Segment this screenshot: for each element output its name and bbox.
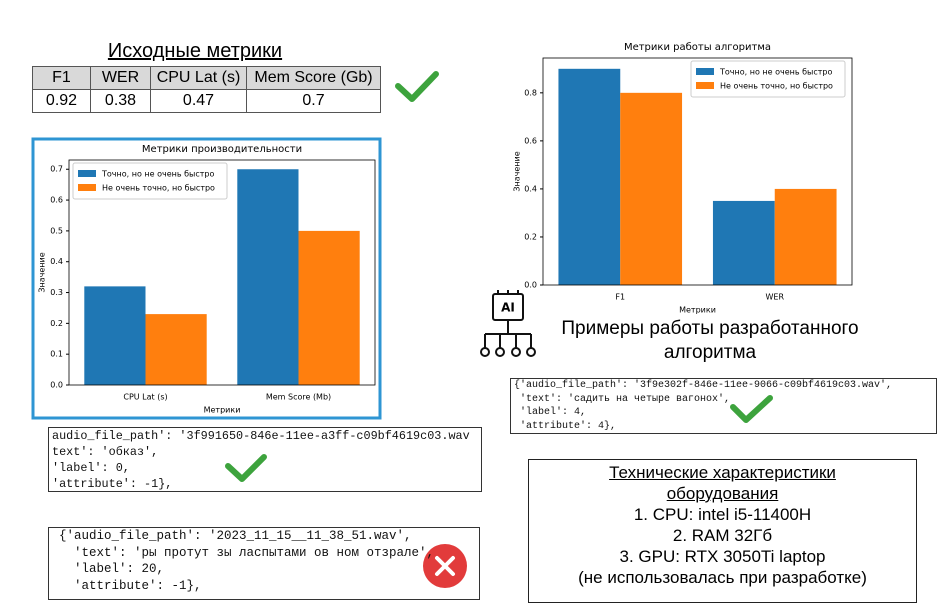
y-tick-label: 0.8 — [524, 88, 537, 97]
hardware-note: (не использовалась при разработке) — [578, 568, 867, 587]
legend-swatch — [696, 82, 714, 89]
chart-frame — [31, 137, 382, 420]
bar — [298, 230, 360, 385]
bar — [558, 68, 621, 285]
code-line: 'text': 'ры протут зы ласпытами ов ном о… — [59, 545, 435, 560]
legend-box — [72, 162, 228, 200]
table-header: Mem Score (Gb) — [246, 66, 381, 90]
plot-frame — [542, 57, 853, 286]
legend-swatch — [78, 184, 96, 191]
plot-frame — [68, 159, 376, 386]
y-axis-label: Значение — [513, 151, 522, 191]
table-cell: 0.7 — [246, 89, 381, 113]
y-tick-label: 0.3 — [50, 288, 63, 297]
code-line: 'attribute': 4}, — [514, 420, 617, 432]
ai-icon-label: AI — [501, 301, 515, 315]
code-line: text': 'обказ', — [52, 445, 159, 459]
x-axis-label: Метрики — [679, 306, 716, 315]
legend-label: Точно, но не очень быстро — [719, 68, 833, 77]
legend-swatch — [78, 170, 96, 177]
legend-label: Не очень точно, но быстро — [102, 184, 215, 193]
y-tick-label: 0.0 — [524, 281, 537, 290]
code-line: {'audio_file_path': '3f9e302f-846e-11ee-… — [514, 380, 893, 391]
code-line: 'attribute': -1}, — [52, 477, 173, 491]
bar — [712, 200, 775, 285]
y-tick-label: 0.4 — [524, 184, 537, 193]
code-sample: audio_file_path': '3f991650-846e-11ee-a3… — [48, 427, 482, 492]
hardware-list: 1. CPU: intel i5-11400H 2. RAM 32Гб 3. GPU… — [529, 504, 916, 567]
code-line: 'label': 0, — [52, 461, 130, 475]
y-tick-label: 0.4 — [50, 257, 63, 266]
y-tick-label: 0.6 — [524, 136, 537, 145]
metrics-table: F1 WER CPU Lat (s) Mem Score (Gb) 0.92 0… — [32, 66, 381, 113]
hardware-title: Технические характеристики оборудования — [609, 463, 836, 503]
bar — [237, 169, 299, 385]
check-icon — [225, 454, 267, 482]
chart-title: Метрики производительности — [142, 144, 302, 155]
code-line: {'audio_file_path': '2023_11_15__11_38_5… — [59, 529, 412, 543]
code-line: audio_file_path': '3f991650-846e-11ee-a3… — [52, 429, 470, 443]
table-header: WER — [90, 66, 151, 90]
bar — [145, 314, 207, 385]
code-line: 'attribute': -1}, — [59, 578, 202, 593]
check-icon — [395, 71, 439, 102]
bar — [774, 188, 837, 285]
table-header: F1 — [32, 66, 91, 90]
y-tick-label: 0.7 — [50, 165, 63, 174]
hardware-item: 3. GPU: RTX 3050Ti laptop — [619, 547, 826, 566]
error-icon — [423, 544, 467, 588]
x-tick-label: F1 — [615, 293, 625, 302]
y-tick-label: 0.5 — [50, 226, 63, 235]
x-axis-label: Метрики — [204, 406, 241, 415]
y-axis-label: Значение — [38, 252, 47, 292]
legend-label: Точно, но не очень быстро — [101, 170, 215, 179]
y-tick-label: 0.0 — [50, 381, 63, 390]
bar — [620, 92, 683, 285]
code-sample: {'audio_file_path': '2023_11_15__11_38_5… — [48, 527, 480, 600]
code-line: 'text': 'садить на четыре вагонох', — [514, 393, 731, 405]
y-tick-label: 0.2 — [50, 319, 63, 328]
y-tick-label: 0.1 — [50, 350, 63, 359]
x-tick-label: CPU Lat (s) — [123, 393, 167, 402]
check-icon — [730, 395, 773, 423]
legend-label: Не очень точно, но быстро — [720, 82, 833, 91]
table-header: CPU Lat (s) — [150, 66, 247, 90]
x-tick-label: Mem Score (Mb) — [266, 393, 331, 402]
code-line: 'label': 4, — [514, 407, 587, 418]
y-tick-label: 0.2 — [524, 232, 537, 241]
ai-icon — [480, 290, 536, 357]
table-title: Исходные метрики — [107, 40, 283, 62]
hardware-box: Технические характеристики оборудования … — [528, 459, 917, 603]
table-cell: 0.38 — [90, 89, 151, 113]
hardware-item: 2. RAM 32Гб — [672, 526, 773, 545]
bar — [84, 286, 146, 385]
legend-swatch — [696, 68, 714, 75]
y-tick-label: 0.6 — [50, 196, 63, 205]
code-line: 'label': 20, — [59, 562, 165, 576]
table-cell: 0.92 — [32, 89, 91, 113]
legend-box — [690, 60, 846, 98]
table-cell: 0.47 — [150, 89, 247, 113]
examples-title: Примеры работы разработанного алгоритма — [561, 318, 859, 363]
hardware-item: 1. CPU: intel i5-11400H — [633, 505, 812, 524]
chart-title: Метрики работы алгоритма — [624, 42, 771, 53]
code-sample: {'audio_file_path': '3f9e302f-846e-11ee-… — [510, 378, 937, 434]
x-tick-label: WER — [765, 293, 784, 302]
